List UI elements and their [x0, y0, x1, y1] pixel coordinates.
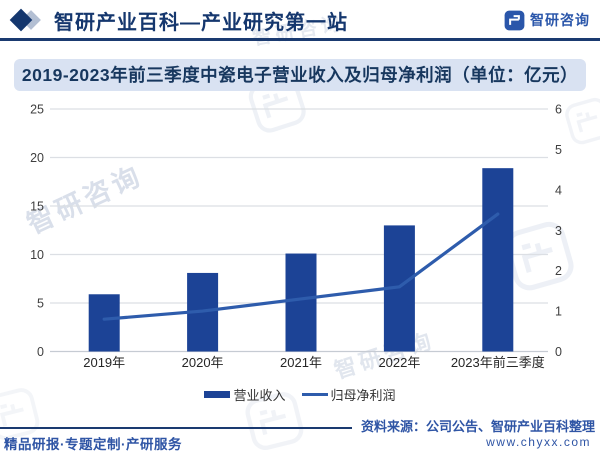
combo-chart: 0 5 10 15 20 25 0 1 2 3 4 5 6 2019年 2020年 2021年 2022年 202…	[30, 103, 562, 371]
legend-line-swatch	[301, 393, 328, 396]
legend-item-netprofit: 归母净利润	[301, 385, 396, 404]
site-brand-left: 智研产业百科—产业研究第一站	[9, 6, 348, 35]
legend-line-label: 归母净利润	[330, 388, 396, 403]
svg-text:6: 6	[555, 103, 562, 117]
svg-text:15: 15	[30, 200, 44, 214]
legend: 营业收入 归母净利润	[0, 385, 600, 404]
chart-title: 2019-2023年前三季度中瓷电子营业收入及归母净利润（单位：亿元）	[14, 59, 586, 91]
svg-text:2019年: 2019年	[83, 355, 125, 370]
brand-name: 智研咨询	[530, 12, 590, 28]
svg-text:0: 0	[555, 345, 562, 359]
svg-text:2021年: 2021年	[280, 355, 322, 370]
svg-text:0: 0	[37, 345, 44, 359]
brand: 智研咨询	[504, 10, 590, 31]
svg-text:20: 20	[30, 151, 44, 165]
svg-text:2022年: 2022年	[378, 355, 420, 370]
site-title: 智研产业百科—产业研究第一站	[54, 11, 348, 34]
zhiyan-logo-icon	[504, 10, 525, 31]
legend-bar-label: 营业收入	[233, 388, 286, 403]
svg-text:5: 5	[555, 143, 562, 157]
svg-text:4: 4	[555, 183, 562, 197]
svg-text:1: 1	[555, 305, 562, 319]
site-header: 智研产业百科—产业研究第一站 智研咨询	[0, 0, 600, 41]
footer-tagline: 精品研报·专题定制·产研服务	[4, 437, 182, 452]
svg-text:5: 5	[37, 297, 44, 311]
svg-text:2023年前三季度: 2023年前三季度	[451, 355, 545, 370]
footer-divider	[0, 427, 352, 429]
data-source-note: 资料来源：公司公告、智研产业百科整理	[360, 419, 595, 434]
svg-text:10: 10	[30, 248, 44, 262]
svg-text:3: 3	[555, 224, 562, 238]
website-url: www.chyxx.com	[486, 435, 591, 449]
svg-text:2020年: 2020年	[182, 355, 224, 370]
svg-text:25: 25	[30, 103, 44, 117]
legend-bar-swatch	[204, 391, 231, 398]
legend-item-revenue: 营业收入	[204, 385, 286, 404]
svg-text:2: 2	[555, 264, 562, 278]
diamond-logo-icon	[9, 8, 46, 32]
